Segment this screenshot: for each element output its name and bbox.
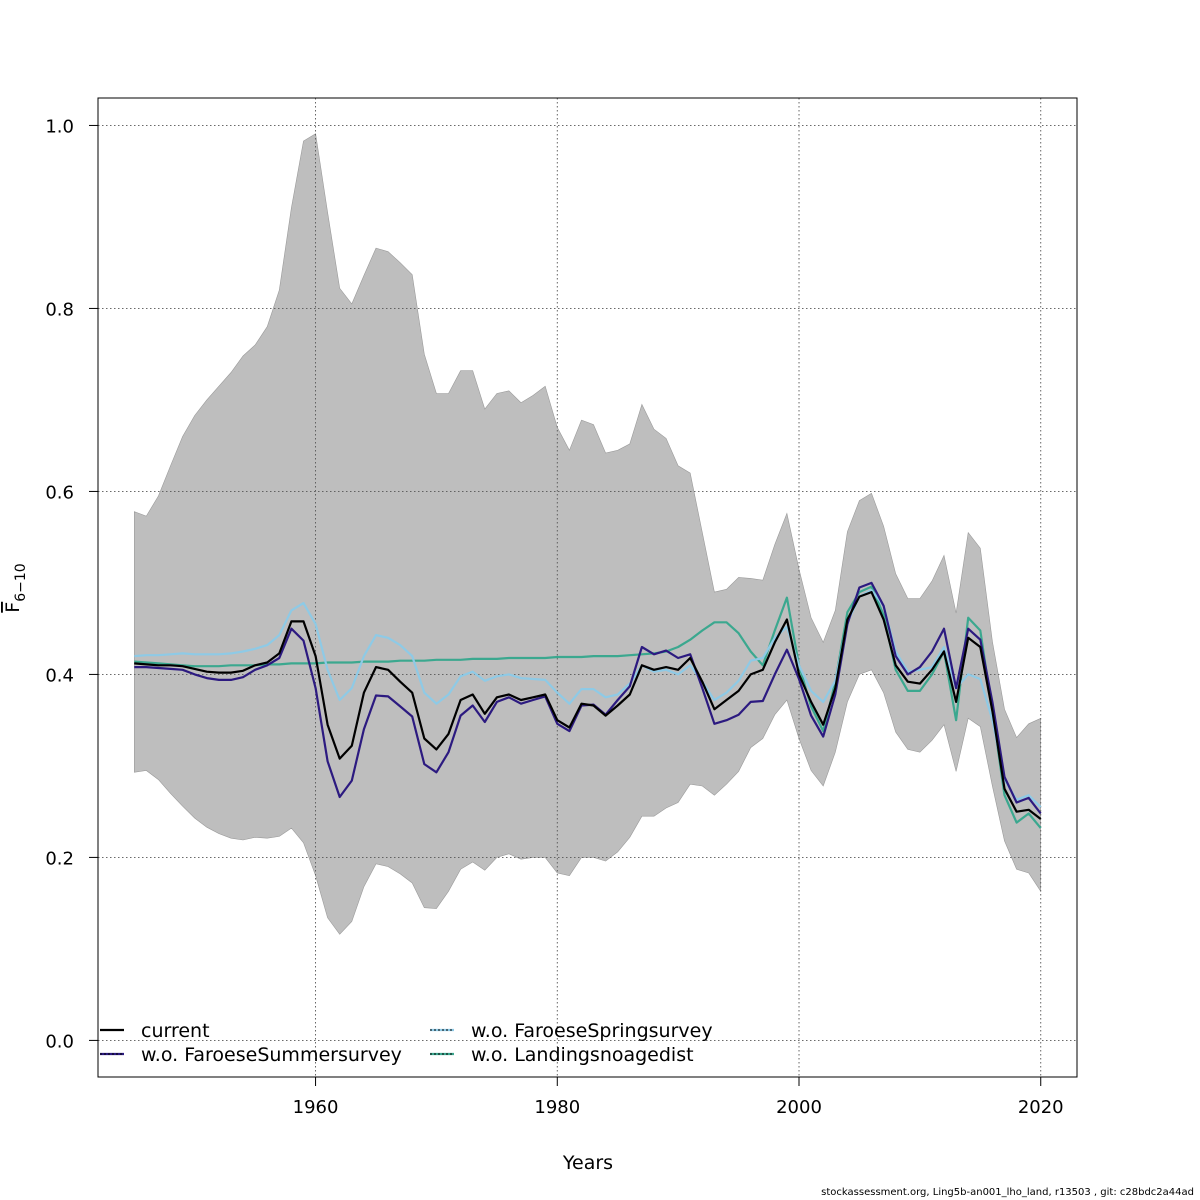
y-axis-title-subscript: 6−10 bbox=[13, 563, 29, 601]
x-axis: 1960 1980 2000 2020 bbox=[293, 1077, 1064, 1118]
footer-note: stockassessment.org, Ling5b-an001_lho_la… bbox=[821, 1187, 1194, 1198]
x-tick-label: 1980 bbox=[534, 1097, 580, 1118]
x-tick-label: 2020 bbox=[1018, 1097, 1064, 1118]
y-tick-label: 0.0 bbox=[45, 1031, 74, 1052]
y-tick-label: 0.6 bbox=[45, 482, 74, 503]
legend-label-w-o-faroesesummersurvey: w.o. FaroeseSummersurvey bbox=[141, 1044, 402, 1066]
y-tick-label: 1.0 bbox=[45, 116, 74, 137]
plot-frame bbox=[97, 97, 1078, 1078]
legend-label-current: current bbox=[141, 1020, 210, 1042]
y-tick-label: 0.4 bbox=[45, 665, 74, 686]
y-tick-label: 0.8 bbox=[45, 299, 74, 320]
x-tick-label: 2000 bbox=[776, 1097, 822, 1118]
legend-label-w-o-faroesespringsurvey: w.o. FaroeseSpringsurvey bbox=[471, 1020, 713, 1042]
y-axis: 0.0 0.2 0.4 0.6 0.8 1.0 bbox=[45, 116, 98, 1052]
confidence-band-area bbox=[134, 133, 1041, 935]
confidence-band bbox=[134, 133, 1041, 935]
legend-label-w-o-landingsnoagedist: w.o. Landingsnoagedist bbox=[471, 1044, 694, 1066]
y-tick-label: 0.2 bbox=[45, 848, 74, 869]
y-axis-title-main: F bbox=[2, 602, 24, 613]
x-tick-label: 1960 bbox=[293, 1097, 339, 1118]
x-axis-title: Years bbox=[562, 1152, 613, 1174]
grid bbox=[98, 98, 1077, 1077]
series-line-current-dashed bbox=[134, 591, 1042, 820]
y-axis-title: F6−10 bbox=[2, 563, 29, 612]
series-lines bbox=[134, 581, 1042, 829]
